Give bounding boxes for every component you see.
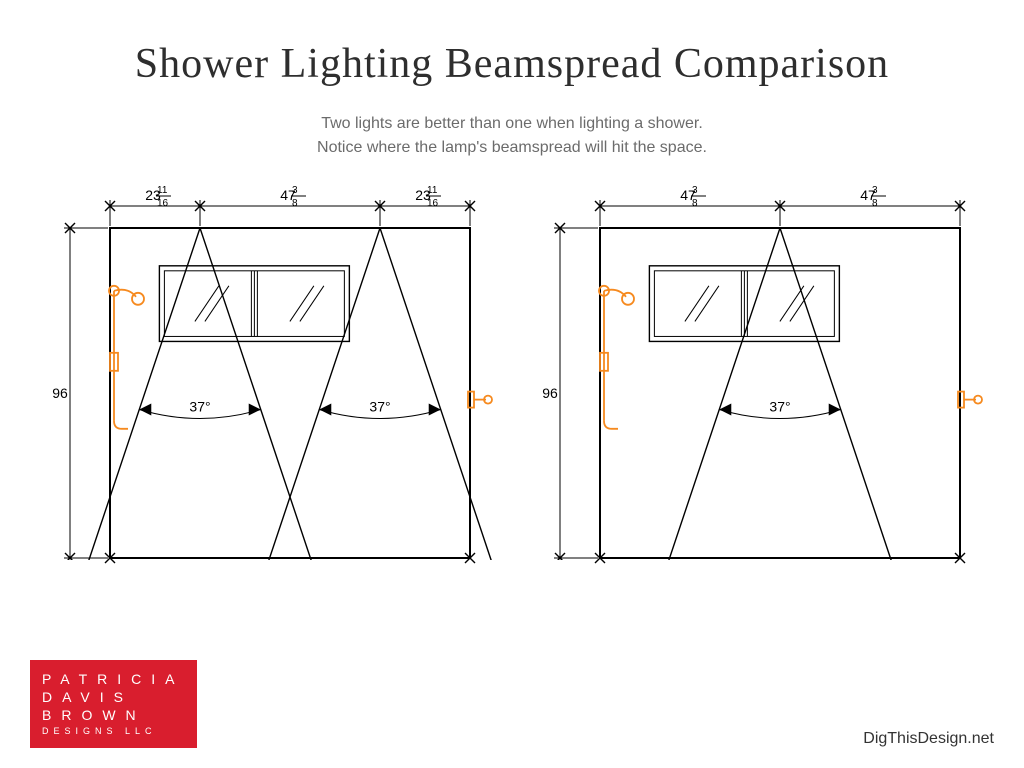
svg-text:8: 8 xyxy=(292,198,298,209)
diagram-row: 23111647382311169637°37° 473847389637° xyxy=(0,160,1024,610)
svg-text:37°: 37° xyxy=(769,399,790,415)
elevation-one-light: 473847389637° xyxy=(530,180,990,610)
svg-text:96: 96 xyxy=(52,385,68,401)
svg-text:8: 8 xyxy=(692,198,698,209)
svg-text:11: 11 xyxy=(427,185,438,196)
svg-text:8: 8 xyxy=(872,198,878,209)
svg-text:37°: 37° xyxy=(369,399,390,415)
logo-line: DAVIS xyxy=(42,688,185,706)
site-credit: DigThisDesign.net xyxy=(863,730,994,748)
svg-text:3: 3 xyxy=(292,185,298,196)
footer: PATRICIA DAVIS BROWN DESIGNS LLC DigThis… xyxy=(30,660,994,748)
svg-text:16: 16 xyxy=(157,198,169,209)
svg-text:37°: 37° xyxy=(189,399,210,415)
subtitle-line-1: Two lights are better than one when ligh… xyxy=(0,112,1024,136)
svg-text:3: 3 xyxy=(872,185,878,196)
page-title: Shower Lighting Beamspread Comparison xyxy=(0,0,1024,88)
logo-small: DESIGNS LLC xyxy=(42,726,185,738)
svg-text:11: 11 xyxy=(157,185,168,196)
panel-two-lights: 23111647382311169637°37° xyxy=(40,180,500,610)
logo-line: PATRICIA xyxy=(42,670,185,688)
subtitle: Two lights are better than one when ligh… xyxy=(0,112,1024,160)
svg-text:3: 3 xyxy=(692,185,698,196)
svg-text:16: 16 xyxy=(427,198,439,209)
subtitle-line-2: Notice where the lamp's beamspread will … xyxy=(0,136,1024,160)
panel-one-light: 473847389637° xyxy=(530,180,990,610)
svg-text:96: 96 xyxy=(542,385,558,401)
logo-line: BROWN xyxy=(42,706,185,724)
elevation-two-lights: 23111647382311169637°37° xyxy=(40,180,500,610)
brand-logo: PATRICIA DAVIS BROWN DESIGNS LLC xyxy=(30,660,197,748)
